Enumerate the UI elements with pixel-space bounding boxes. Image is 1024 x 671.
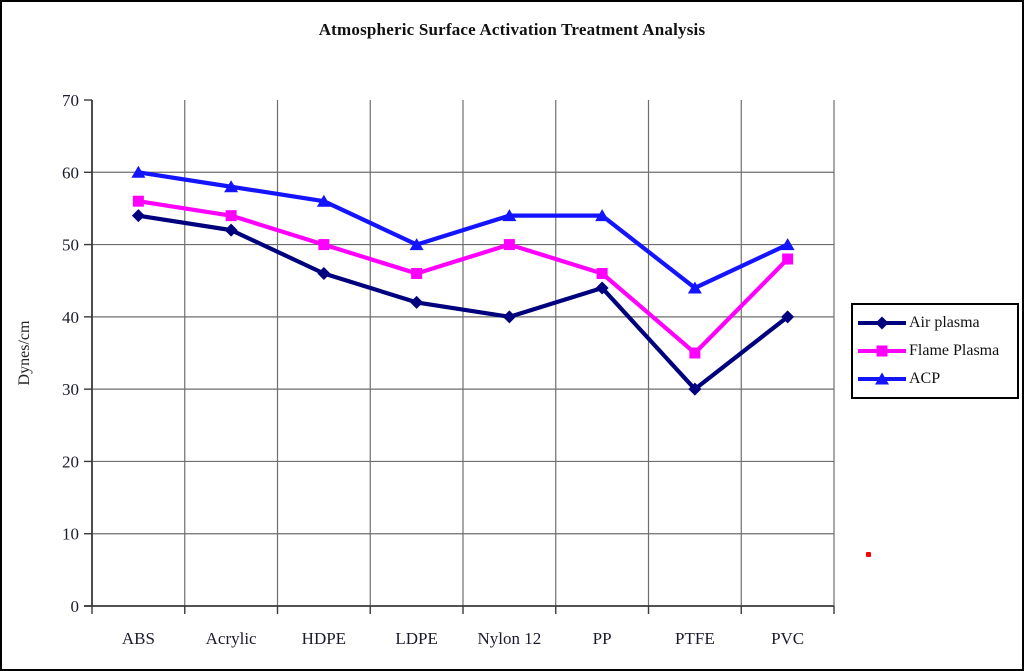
x-category-label: PP bbox=[593, 629, 612, 648]
legend-marker bbox=[875, 372, 889, 385]
y-tick-label: 60 bbox=[62, 163, 79, 182]
y-tick-label: 50 bbox=[62, 236, 79, 255]
data-point-acp bbox=[409, 238, 424, 251]
data-point-air-plasma bbox=[595, 281, 609, 295]
y-tick-label: 40 bbox=[62, 308, 79, 327]
data-point-flame-plasma bbox=[132, 195, 144, 207]
data-point-air-plasma bbox=[688, 382, 702, 396]
legend-item-air-plasma: Air plasma bbox=[857, 314, 1015, 332]
legend-swatch-flame-plasma-icon bbox=[858, 345, 906, 357]
data-point-air-plasma bbox=[502, 310, 516, 324]
series-line-air-plasma bbox=[136, 213, 790, 392]
data-point-flame-plasma bbox=[596, 267, 608, 279]
data-point-flame-plasma bbox=[225, 210, 237, 222]
legend-label-flame-plasma: Flame Plasma bbox=[909, 342, 1000, 359]
data-point-air-plasma bbox=[224, 223, 238, 237]
legend-item-flame-plasma: Flame Plasma bbox=[857, 342, 1015, 360]
data-point-acp bbox=[687, 281, 702, 294]
data-point-acp bbox=[316, 194, 331, 207]
legend-label-acp: ACP bbox=[909, 370, 941, 387]
data-point-acp bbox=[780, 238, 795, 251]
data-point-flame-plasma bbox=[503, 239, 515, 251]
legend-label-air-plasma: Air plasma bbox=[909, 314, 980, 331]
data-point-air-plasma bbox=[781, 310, 795, 324]
data-point-acp bbox=[502, 209, 517, 222]
series-line-flame-plasma bbox=[136, 199, 790, 356]
legend-item-acp: ACP bbox=[857, 370, 1015, 388]
x-category-label: Nylon 12 bbox=[478, 629, 542, 648]
data-point-acp bbox=[131, 165, 146, 178]
data-point-flame-plasma bbox=[689, 347, 701, 359]
data-point-flame-plasma bbox=[782, 253, 794, 265]
data-point-flame-plasma bbox=[318, 239, 330, 251]
x-category-label: ABS bbox=[122, 629, 155, 648]
legend-marker bbox=[875, 316, 889, 330]
data-point-air-plasma bbox=[410, 295, 424, 309]
y-tick-label: 10 bbox=[62, 525, 79, 544]
x-category-label: LDPE bbox=[395, 629, 438, 648]
x-category-label: PTFE bbox=[675, 629, 715, 648]
legend: Air plasma Flame Plasma ACP bbox=[851, 303, 1019, 399]
red-dot-artifact bbox=[866, 552, 871, 557]
data-point-air-plasma bbox=[131, 209, 145, 223]
series-line-acp bbox=[136, 170, 790, 291]
legend-swatch-acp-icon bbox=[858, 372, 906, 385]
legend-swatch-air-plasma-icon bbox=[858, 316, 906, 330]
chart-title: Atmospheric Surface Activation Treatment… bbox=[318, 20, 706, 39]
data-point-flame-plasma bbox=[411, 267, 423, 279]
data-point-acp bbox=[595, 209, 610, 222]
y-tick-label: 30 bbox=[62, 380, 79, 399]
y-tick-label: 20 bbox=[62, 452, 79, 471]
x-category-label: Acrylic bbox=[206, 629, 257, 648]
y-tick-label: 0 bbox=[71, 597, 80, 616]
data-point-acp bbox=[224, 180, 239, 193]
data-point-air-plasma bbox=[317, 266, 331, 280]
x-category-label: HDPE bbox=[302, 629, 346, 648]
legend-marker bbox=[876, 345, 888, 357]
x-category-label: PVC bbox=[771, 629, 804, 648]
y-tick-label: 70 bbox=[62, 91, 79, 110]
